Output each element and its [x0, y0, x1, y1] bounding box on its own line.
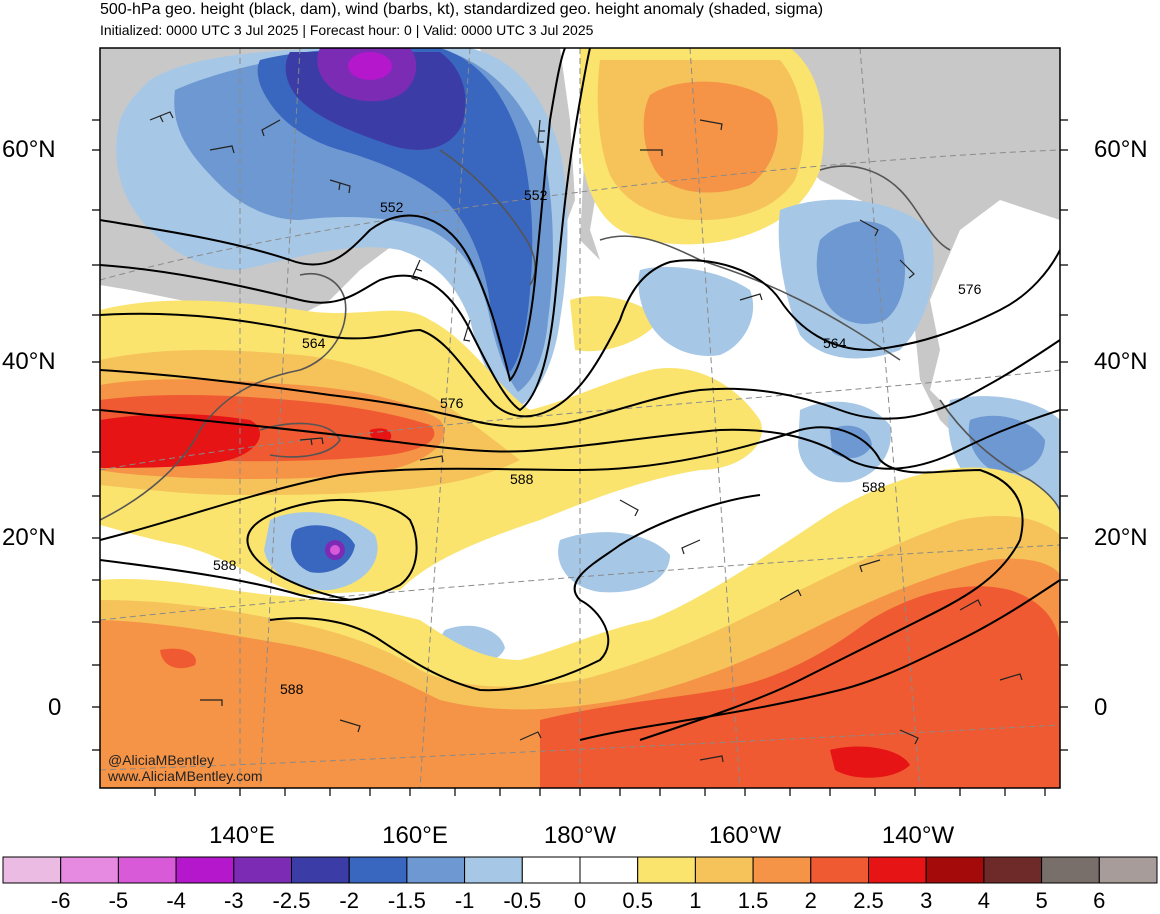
colorbar-swatch: [925, 856, 985, 884]
lat-label-left-20n: 20°N: [2, 524, 56, 551]
colorbar-swatch: [694, 856, 754, 884]
lat-label-right-20n: 20°N: [1094, 524, 1148, 551]
colorbar-swatch: [637, 856, 696, 884]
contour-label-576-east: 576: [958, 281, 982, 297]
lon-label-140w: 140°W: [881, 822, 955, 849]
coastlines: [100, 149, 1060, 521]
lat-label-right-0: 0: [1094, 694, 1108, 721]
contour-label-564-east: 564: [823, 335, 847, 351]
contour-labels: 552 552 564 564 576 576 588 588 588 588: [213, 187, 982, 697]
negative-anomaly-west: [116, 48, 568, 410]
colorbar-tick-label: -2.5: [272, 888, 311, 913]
colorbar-swatch: [175, 856, 235, 884]
height-contours: [100, 48, 1060, 741]
colorbar-tick-label: -0.5: [503, 888, 542, 913]
colorbar-swatch: [291, 856, 350, 884]
contour-label-552-east: 552: [524, 187, 548, 203]
colorbar-swatch: [60, 856, 119, 884]
contour-label-564-west: 564: [302, 335, 326, 351]
lat-label-left-60n: 60°N: [2, 136, 56, 163]
colorbar-swatch: [521, 856, 581, 884]
positive-anomaly-tropics: [100, 467, 1060, 788]
colorbar: [2, 856, 1158, 884]
colorbar-swatch: [579, 856, 639, 884]
colorbar-swatch: [233, 856, 293, 884]
colorbar-tick-label: 1: [689, 888, 702, 913]
colorbar-swatch: [117, 856, 177, 884]
lon-label-160w: 160°W: [708, 822, 782, 849]
contour-label-588-east: 588: [862, 479, 886, 495]
negative-anomaly-east: [264, 199, 1060, 664]
contour-label-588-center: 588: [510, 471, 534, 487]
colorbar-tick-label: -3: [224, 888, 244, 913]
colorbar-tick-label: -1.5: [387, 888, 426, 913]
anomaly-shading: [100, 48, 1060, 788]
colorbar-swatch: [464, 856, 523, 884]
colorbar-tick-label: 4: [977, 888, 991, 913]
positive-anomaly-north: [570, 48, 824, 352]
colorbar-tick-label: 1.5: [737, 888, 769, 913]
colorbar-swatch: [1098, 856, 1158, 884]
contour-label-552-west: 552: [380, 199, 404, 215]
colorbar-swatch: [810, 856, 869, 884]
colorbar-swatch: [868, 856, 927, 884]
colorbar-tick-label: 5: [1035, 888, 1048, 913]
frame-ticks: [92, 119, 1068, 796]
colorbar-swatch: [1041, 856, 1100, 884]
colorbar-tick-label: 0.5: [622, 888, 653, 913]
credit-website: www.AliciaMBentley.com: [108, 768, 263, 784]
colorbar-swatch: [2, 856, 62, 884]
colorbar-tick-label: -4: [166, 888, 186, 913]
colorbar-tick-label: -1: [454, 888, 475, 913]
colorbar-tick-label: -5: [108, 888, 129, 913]
colorbar-tick-label: 2: [804, 888, 817, 913]
colorbar-swatch: [348, 856, 408, 884]
colorbar-swatch: [983, 856, 1043, 884]
map-subtitle: Initialized: 0000 UTC 3 Jul 2025 | Forec…: [100, 22, 594, 38]
map-title: 500-hPa geo. height (black, dam), wind (…: [100, 1, 824, 18]
colorbar-tick-label: -2: [339, 888, 359, 913]
contour-label-576-west: 576: [440, 395, 464, 411]
colorbar-swatch: [752, 856, 812, 884]
colorbar-tick-label: 0: [573, 888, 587, 913]
lat-label-left-40n: 40°N: [2, 348, 56, 375]
credit-handle: @AliciaMBentley: [108, 752, 215, 768]
contour-label-588-west: 588: [213, 557, 237, 573]
lon-label-160e: 160°E: [382, 822, 448, 849]
colorbar-tick-label: -6: [50, 888, 71, 913]
colorbar-swatch: [406, 856, 466, 884]
lat-label-right-40n: 40°N: [1094, 348, 1148, 375]
colorbar-tick-label: 3: [920, 888, 933, 913]
contour-label-588-south: 588: [280, 681, 304, 697]
lon-label-180w: 180°W: [543, 822, 617, 849]
colorbar-tick-label: 6: [1093, 888, 1106, 913]
lon-label-140e: 140°E: [209, 822, 275, 849]
lat-label-right-60n: 60°N: [1094, 136, 1148, 163]
colorbar-tick-label: 2.5: [853, 888, 884, 913]
lat-label-left-0: 0: [48, 694, 62, 721]
wind-barbs: [149, 111, 1023, 763]
